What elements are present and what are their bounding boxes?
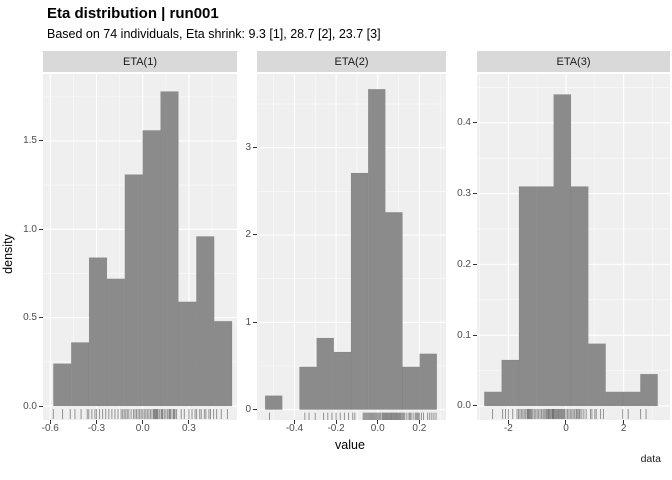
histogram-bar — [213, 320, 233, 407]
histogram-bar — [70, 342, 90, 407]
y-tick-mark — [39, 140, 43, 142]
y-tick-label: 0.0 — [457, 400, 471, 412]
histogram-bar — [196, 236, 215, 407]
facet-strip: ETA(1) — [43, 51, 237, 72]
histogram-bar — [88, 257, 108, 407]
x-tick-mark — [418, 420, 420, 424]
x-tick-label: -0.4 — [285, 423, 304, 434]
histogram-bar — [605, 391, 624, 407]
facet-panel — [43, 74, 237, 420]
x-tick-label: 0.3 — [181, 423, 196, 434]
histogram-bar — [402, 366, 420, 410]
x-tick-label: 2 — [620, 423, 627, 434]
y-tick-mark — [473, 263, 477, 265]
histogram-bar — [333, 351, 352, 410]
y-tick-mark — [39, 317, 43, 319]
x-tick-label: -2 — [503, 423, 513, 434]
x-tick-mark — [142, 420, 144, 424]
histogram-bar — [484, 391, 502, 407]
histogram-bar — [160, 91, 179, 407]
x-tick-mark — [293, 420, 295, 424]
facet-strip-label: ETA(3) — [556, 55, 591, 68]
histogram-bar — [350, 172, 369, 410]
histogram-bar — [419, 353, 438, 410]
histogram-bar — [142, 130, 161, 407]
y-tick-mark — [253, 234, 257, 236]
plot-title: Eta distribution | run001 — [47, 5, 219, 22]
y-tick-label: 1.5 — [23, 135, 37, 147]
histogram-bar — [588, 343, 606, 407]
plot-caption: data — [640, 453, 661, 465]
y-tick-label: 1 — [245, 316, 251, 328]
y-tick-mark — [473, 334, 477, 336]
x-tick-mark — [95, 420, 97, 424]
x-tick-label: 0.2 — [412, 423, 427, 434]
histogram-bar — [622, 391, 641, 407]
x-tick-label: -0.3 — [87, 423, 106, 434]
histogram-bar — [178, 301, 197, 407]
histogram-bar — [640, 373, 658, 407]
y-tick-mark — [39, 228, 43, 230]
facet-panel — [257, 74, 446, 420]
x-tick-label: -0.2 — [327, 423, 345, 434]
y-tick-label: 1.0 — [23, 223, 37, 235]
y-tick-mark — [253, 321, 257, 323]
facet-panel — [477, 74, 670, 420]
histogram-bar — [106, 278, 126, 407]
y-tick-mark — [253, 409, 257, 411]
x-tick-mark — [623, 420, 625, 424]
histogram-bar — [553, 94, 572, 407]
facet-strip: ETA(3) — [477, 51, 670, 72]
x-tick-label: 0.0 — [370, 423, 385, 434]
y-tick-mark — [39, 405, 43, 407]
x-tick-mark — [507, 420, 509, 424]
y-tick-label: 0.3 — [457, 188, 471, 200]
histogram-bar — [264, 395, 283, 410]
y-tick-label: 0.5 — [23, 312, 37, 324]
y-tick-label: 0.1 — [457, 329, 471, 341]
y-tick-label: 0.0 — [23, 400, 37, 412]
y-tick-label: 0 — [245, 404, 251, 416]
facet-strip: ETA(2) — [257, 51, 446, 72]
x-tick-mark — [335, 420, 337, 424]
histogram-bar — [299, 366, 317, 410]
x-tick-mark — [188, 420, 190, 424]
histogram-bar — [316, 337, 335, 410]
y-tick-label: 2 — [245, 229, 251, 241]
histogram-bar — [501, 359, 520, 407]
facet-strip-label: ETA(2) — [334, 55, 369, 68]
x-tick-mark — [377, 420, 379, 424]
y-tick-mark — [473, 193, 477, 195]
y-tick-mark — [253, 147, 257, 149]
plot-subtitle: Based on 74 individuals, Eta shrink: 9.3… — [47, 27, 381, 41]
x-tick-label: 0.0 — [135, 423, 150, 434]
histogram-bar — [367, 88, 386, 410]
x-tick-label: -0.6 — [41, 423, 59, 434]
y-tick-mark — [473, 405, 477, 407]
y-tick-label: 0.4 — [457, 117, 471, 129]
y-tick-label: 3 — [245, 142, 251, 154]
y-tick-mark — [473, 122, 477, 124]
histogram-bar — [124, 174, 143, 407]
x-tick-mark — [565, 420, 567, 424]
facet-strip-label: ETA(1) — [122, 55, 158, 68]
histogram-bar — [570, 186, 589, 407]
x-tick-label: 0 — [563, 423, 569, 434]
x-tick-mark — [49, 420, 51, 424]
histogram-bar — [385, 212, 403, 410]
histogram-bar — [53, 363, 72, 407]
histogram-bar — [536, 186, 554, 407]
y-tick-label: 0.2 — [457, 258, 471, 270]
histogram-bar — [518, 186, 537, 407]
x-axis-title: value — [335, 438, 365, 452]
